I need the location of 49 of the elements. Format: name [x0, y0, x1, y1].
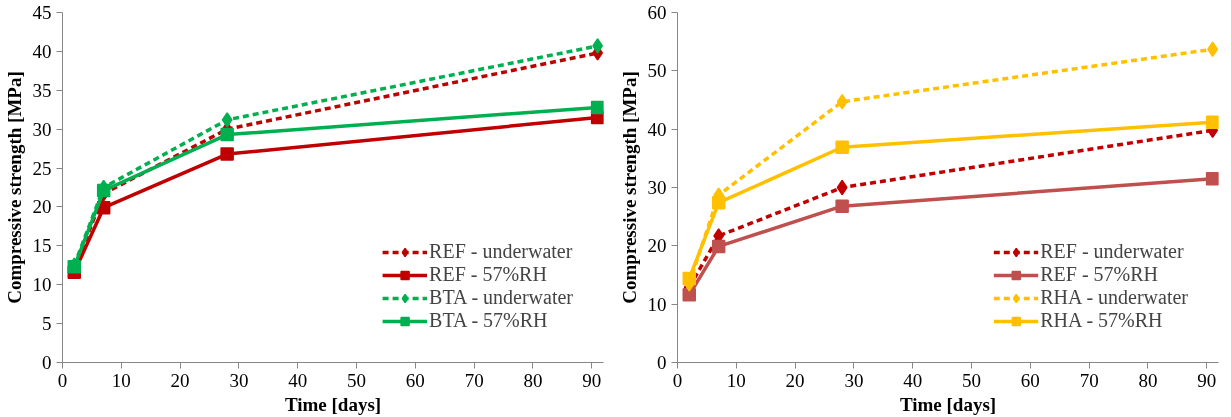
- x-tick-label: 70: [1079, 369, 1099, 391]
- x-tick-label: 70: [464, 369, 484, 391]
- y-tick-label: 10: [647, 293, 667, 315]
- legend-label: BTA - 57%RH: [429, 309, 548, 332]
- legend-label: REF - 57%RH: [429, 263, 547, 286]
- y-tick-label: 50: [647, 60, 667, 82]
- legend-label: REF - 57%RH: [1040, 263, 1159, 286]
- x-tick-label: 20: [785, 369, 805, 391]
- legend-label: RHA - 57%RH: [1040, 309, 1163, 332]
- x-tick-label: 50: [962, 369, 982, 391]
- y-axis-title: Compressive strength [MPa]: [3, 71, 25, 304]
- x-tick-label: 80: [1138, 369, 1158, 391]
- legend-label: REF - underwater: [1040, 240, 1184, 263]
- x-tick-label: 80: [523, 369, 543, 391]
- y-tick-label: 0: [42, 352, 52, 373]
- y-tick-label: 10: [32, 274, 52, 296]
- x-tick-label: 40: [903, 369, 923, 391]
- legend-label: BTA - underwater: [429, 286, 573, 309]
- x-tick-label: 10: [726, 369, 746, 391]
- x-tick-label: 30: [229, 369, 249, 391]
- y-tick-label: 40: [647, 118, 667, 140]
- y-tick-label: 25: [32, 157, 52, 179]
- y-tick-label: 0: [657, 352, 667, 373]
- x-axis-title: Time [days]: [284, 393, 382, 415]
- x-tick-label: 60: [405, 369, 425, 391]
- x-tick-label: 60: [1020, 369, 1040, 391]
- y-tick-label: 20: [32, 196, 52, 218]
- legend-label: RHA - underwater: [1040, 286, 1188, 309]
- x-tick-label: 50: [347, 369, 367, 391]
- x-tick-label: 90: [1197, 369, 1217, 391]
- y-tick-label: 30: [32, 118, 52, 140]
- y-tick-label: 60: [647, 2, 667, 23]
- y-tick-label: 20: [647, 235, 667, 257]
- y-tick-label: 40: [32, 40, 52, 62]
- x-tick-label: 0: [57, 369, 68, 391]
- x-axis-title: Time [days]: [899, 393, 997, 415]
- x-tick-label: 90: [582, 369, 602, 391]
- x-tick-label: 40: [288, 369, 308, 391]
- x-tick-label: 30: [844, 369, 864, 391]
- x-tick-label: 0: [672, 369, 683, 391]
- y-tick-label: 5: [42, 313, 52, 335]
- legend-label: REF - underwater: [429, 240, 573, 263]
- x-tick-label: 20: [170, 369, 190, 391]
- y-tick-label: 30: [647, 177, 667, 198]
- y-tick-label: 35: [32, 79, 52, 101]
- x-tick-label: 10: [111, 369, 131, 391]
- y-axis-title: Compressive strength [MPa]: [618, 71, 640, 304]
- y-tick-label: 15: [32, 235, 52, 257]
- y-tick-label: 45: [32, 2, 52, 23]
